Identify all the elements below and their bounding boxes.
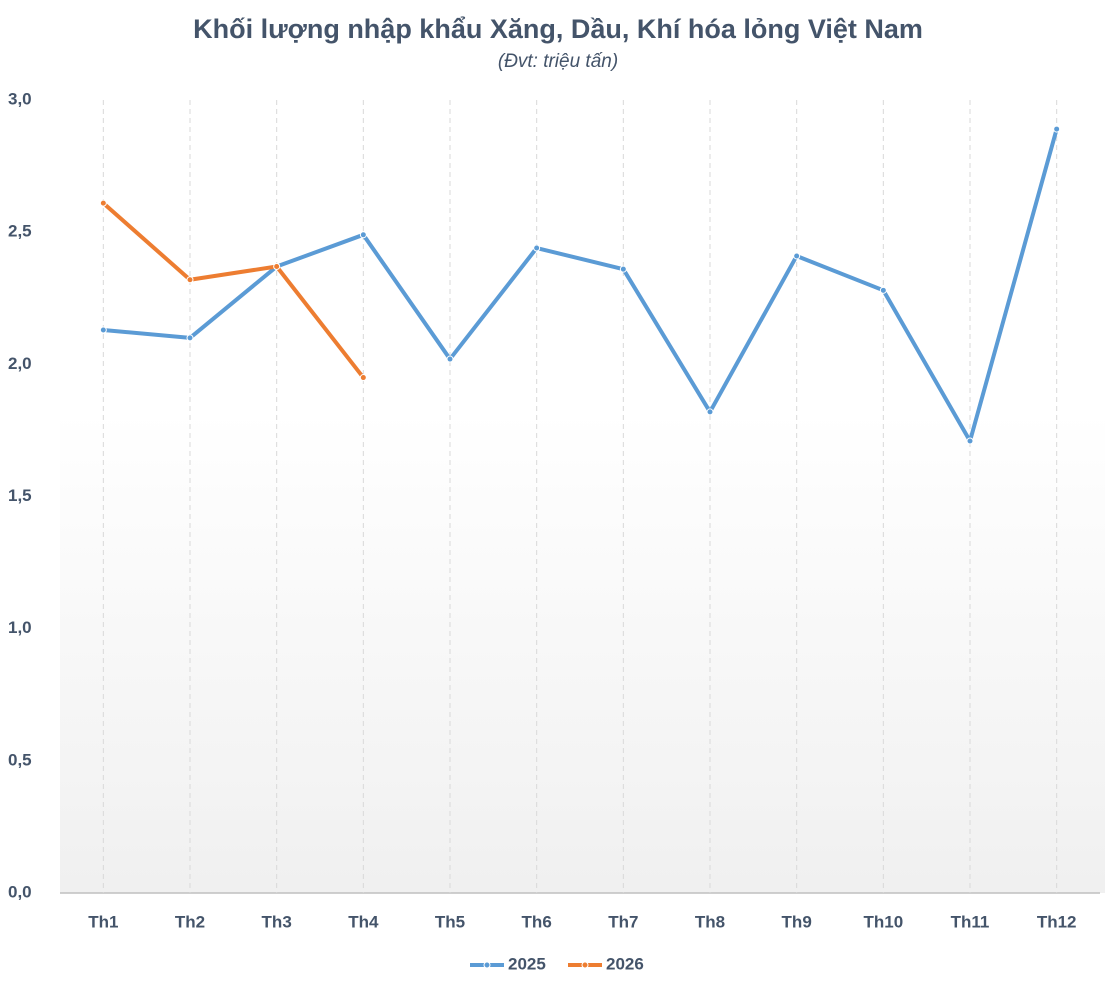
legend-label: 2025	[508, 954, 546, 973]
y-tick-label: 0,5	[8, 750, 32, 769]
series-marker	[793, 252, 801, 260]
y-tick-label: 2,5	[8, 222, 32, 241]
x-tick-label: Th5	[435, 912, 465, 931]
x-tick-label: Th10	[863, 912, 903, 931]
y-tick-label: 1,5	[8, 486, 32, 505]
series-marker	[533, 244, 541, 252]
x-tick-label: Th2	[175, 912, 205, 931]
series-marker	[619, 265, 627, 273]
series-marker	[186, 334, 194, 342]
y-tick-label: 3,0	[8, 89, 32, 108]
series-marker	[446, 355, 454, 363]
series-line	[101, 201, 366, 380]
series-marker	[966, 437, 974, 445]
legend-marker	[581, 961, 589, 969]
x-tick-label: Th8	[695, 912, 725, 931]
x-tick-label: Th4	[348, 912, 379, 931]
x-tick-label: Th9	[782, 912, 812, 931]
x-tick-label: Th3	[262, 912, 292, 931]
x-tick-label: Th1	[88, 912, 118, 931]
series-marker	[99, 199, 107, 207]
chart-title: Khối lượng nhập khẩu Xăng, Dầu, Khí hóa …	[193, 14, 923, 44]
y-tick-label: 1,0	[8, 618, 32, 637]
series-marker	[359, 231, 367, 239]
series-marker	[99, 326, 107, 334]
legend-marker	[483, 961, 491, 969]
plot-background	[60, 90, 1105, 893]
x-tick-label: Th6	[522, 912, 552, 931]
series-marker	[359, 374, 367, 382]
y-tick-label: 2,0	[8, 354, 32, 373]
series-marker	[186, 276, 194, 284]
x-tick-label: Th11	[951, 912, 990, 931]
y-tick-label: 0,0	[8, 882, 32, 901]
series-marker	[879, 286, 887, 294]
chart-subtitle: (Đvt: triệu tấn)	[498, 51, 618, 72]
series-line	[101, 127, 1059, 443]
series-marker	[273, 263, 281, 271]
legend-label: 2026	[606, 954, 644, 973]
x-tick-label: Th7	[608, 912, 638, 931]
series-marker	[706, 408, 714, 416]
x-tick-label: Th12	[1037, 912, 1077, 931]
series-marker	[1053, 125, 1061, 133]
